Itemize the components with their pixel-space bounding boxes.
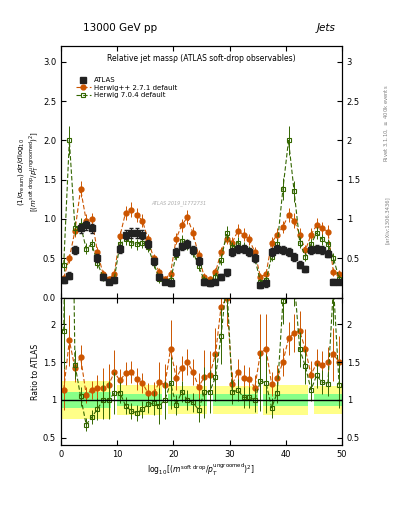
X-axis label: $\log_{10}[(m^{\rm soft\ drop}/p_T^{\rm ungroomed})^2]$: $\log_{10}[(m^{\rm soft\ drop}/p_T^{\rm …	[147, 462, 255, 478]
Text: Relative jet massρ (ATLAS soft-drop observables): Relative jet massρ (ATLAS soft-drop obse…	[107, 54, 296, 62]
Text: 13000 GeV pp: 13000 GeV pp	[83, 23, 157, 33]
Y-axis label: Ratio to ATLAS: Ratio to ATLAS	[31, 344, 40, 399]
Text: Rivet 3.1.10, $\geq$ 400k events: Rivet 3.1.10, $\geq$ 400k events	[383, 84, 390, 162]
Legend: ATLAS, Herwig++ 2.7.1 default, Herwig 7.0.4 default: ATLAS, Herwig++ 2.7.1 default, Herwig 7.…	[73, 75, 180, 101]
Text: Jets: Jets	[317, 23, 336, 33]
Y-axis label: $(1/\sigma_{\rm resum})\,d\sigma/d\log_{10}$
$[(m^{\rm soft\ drop}/p_T^{\rm ungr: $(1/\sigma_{\rm resum})\,d\sigma/d\log_{…	[16, 132, 41, 212]
Text: ATLAS 2019_I1772731: ATLAS 2019_I1772731	[151, 201, 206, 206]
Text: [arXiv:1306.3436]: [arXiv:1306.3436]	[385, 196, 390, 244]
